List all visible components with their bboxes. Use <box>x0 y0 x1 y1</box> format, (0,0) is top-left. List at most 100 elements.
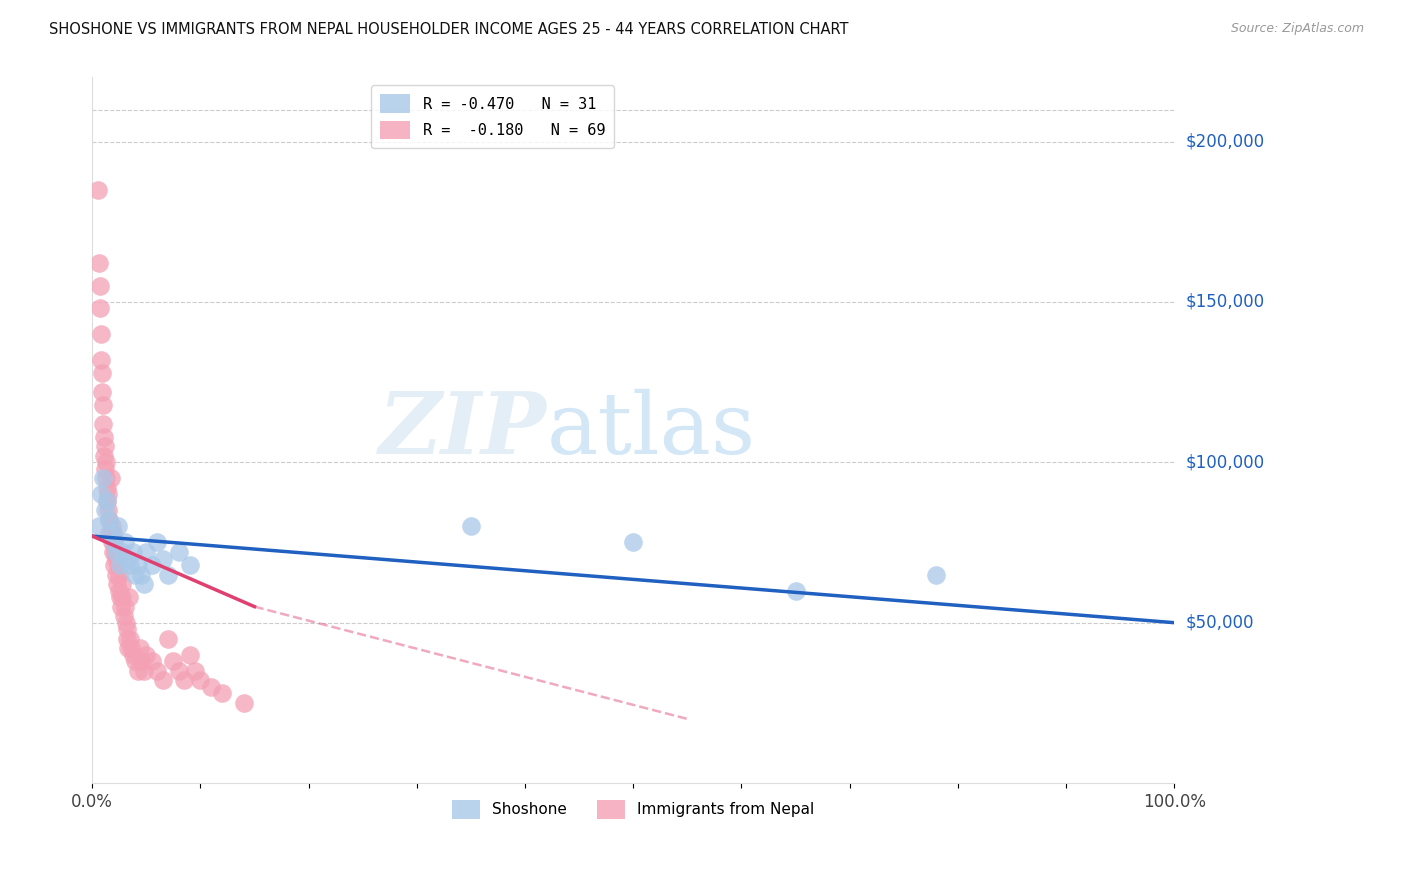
Point <box>110 599 132 614</box>
Point <box>156 632 179 646</box>
Point <box>114 535 136 549</box>
Point <box>107 519 129 533</box>
Point <box>134 664 156 678</box>
Point <box>91 417 114 431</box>
Point <box>156 567 179 582</box>
Point <box>110 590 132 604</box>
Point <box>100 519 122 533</box>
Point <box>101 545 124 559</box>
Point <box>91 471 114 485</box>
Point <box>127 558 149 572</box>
Point <box>128 641 150 656</box>
Point <box>112 609 135 624</box>
Point <box>103 558 125 572</box>
Point <box>179 558 201 572</box>
Point <box>90 384 112 399</box>
Text: $200,000: $200,000 <box>1185 133 1264 151</box>
Point <box>173 673 195 688</box>
Point <box>621 535 644 549</box>
Text: SHOSHONE VS IMMIGRANTS FROM NEPAL HOUSEHOLDER INCOME AGES 25 - 44 YEARS CORRELAT: SHOSHONE VS IMMIGRANTS FROM NEPAL HOUSEH… <box>49 22 849 37</box>
Point <box>100 471 122 485</box>
Point <box>129 654 152 668</box>
Point <box>90 326 112 341</box>
Point <box>108 583 131 598</box>
Point <box>141 654 163 668</box>
Text: ZIP: ZIP <box>378 389 547 472</box>
Point <box>110 558 132 572</box>
Point <box>115 632 138 646</box>
Point <box>925 567 948 582</box>
Point <box>115 551 138 566</box>
Point <box>152 673 174 688</box>
Point <box>86 183 108 197</box>
Point <box>96 481 118 495</box>
Point <box>101 525 124 540</box>
Point <box>108 567 131 582</box>
Point <box>118 558 141 572</box>
Point <box>117 641 139 656</box>
Point <box>87 519 110 533</box>
Point <box>104 567 127 582</box>
Point <box>103 535 125 549</box>
Point <box>89 301 111 316</box>
Point <box>135 545 157 559</box>
Point <box>90 366 112 380</box>
Point <box>94 461 117 475</box>
Point <box>120 641 142 656</box>
Point <box>460 519 482 533</box>
Point <box>111 590 134 604</box>
Point <box>114 615 136 630</box>
Point <box>90 352 112 367</box>
Point <box>200 680 222 694</box>
Point <box>98 513 121 527</box>
Point <box>146 535 169 549</box>
Point <box>96 471 118 485</box>
Text: atlas: atlas <box>547 389 756 472</box>
Point <box>94 439 117 453</box>
Point <box>129 567 152 582</box>
Point <box>103 535 125 549</box>
Point <box>100 525 122 540</box>
Point <box>104 545 127 559</box>
Point <box>98 525 121 540</box>
Point <box>94 503 117 517</box>
Point <box>96 493 118 508</box>
Point <box>162 654 184 668</box>
Legend: Shoshone, Immigrants from Nepal: Shoshone, Immigrants from Nepal <box>446 794 820 825</box>
Point <box>190 673 212 688</box>
Point <box>90 487 112 501</box>
Point <box>152 551 174 566</box>
Point <box>87 256 110 270</box>
Point <box>104 551 127 566</box>
Point <box>146 664 169 678</box>
Point <box>111 577 134 591</box>
Point <box>104 545 127 559</box>
Point <box>114 599 136 614</box>
Point <box>134 577 156 591</box>
Point <box>105 577 128 591</box>
Point <box>141 558 163 572</box>
Point <box>96 493 118 508</box>
Point <box>91 398 114 412</box>
Point <box>98 513 121 527</box>
Point <box>118 590 141 604</box>
Point <box>118 632 141 646</box>
Point <box>211 686 233 700</box>
Point <box>135 648 157 662</box>
Point <box>93 449 115 463</box>
Point <box>127 664 149 678</box>
Text: $100,000: $100,000 <box>1185 453 1264 471</box>
Point <box>167 545 190 559</box>
Point <box>124 654 146 668</box>
Point <box>107 558 129 572</box>
Point <box>179 648 201 662</box>
Point <box>111 545 134 559</box>
Point <box>124 567 146 582</box>
Point <box>93 430 115 444</box>
Point <box>167 664 190 678</box>
Point <box>122 648 145 662</box>
Point <box>184 664 207 678</box>
Point <box>89 279 111 293</box>
Text: $50,000: $50,000 <box>1185 614 1254 632</box>
Point <box>100 535 122 549</box>
